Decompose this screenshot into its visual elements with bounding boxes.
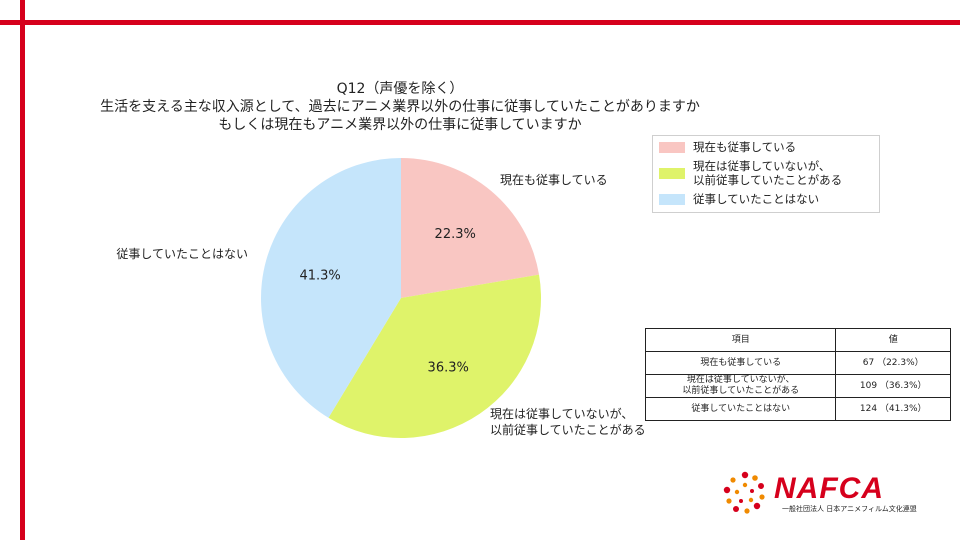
table-header-cell: 値 [835,328,951,352]
legend-swatch [659,167,685,179]
title-line-1: Q12（声優を除く） [336,81,464,97]
table-row: 現在は従事していないが、 以前従事していたことがある 109 （36.3%） [644,374,951,398]
table-cell: 124 （41.3%） [835,397,951,421]
slice-percent-label: 36.3% [428,360,469,375]
logo-wordmark: NAFCA [774,472,884,505]
table-header-row: 項目 値 [644,328,951,352]
table-row: 現在も従事している 67 （22.3%） [644,351,951,375]
legend-label: 従事していたことはない [693,192,820,206]
legend-item: 現在も従事している [659,140,873,154]
legend-swatch [659,141,685,153]
legend-label: 現在も従事している [693,140,797,154]
table-cell: 現在は従事していないが、 以前従事していたことがある [644,374,837,398]
legend-item: 現在は従事していないが、 以前従事していたことがある [659,159,873,187]
table-cell: 従事していたことはない [644,397,837,421]
nafca-logo: NAFCA 一般社団法人 日本アニメフィルム文化連盟 [722,470,922,516]
table-cell: 67 （22.3%） [835,351,951,375]
title-line-2: 生活を支える主な収入源として、過去にアニメ業界以外の仕事に従事していたことがあり… [100,99,700,115]
slice-percent-label: 22.3% [435,227,476,242]
table-row: 従事していたことはない 124 （41.3%） [644,397,951,421]
table-header-cell: 項目 [644,328,837,352]
data-table: 項目 値 現在も従事している 67 （22.3%） 現在は従事していないが、 以… [644,328,951,421]
pie-slice [401,158,540,298]
frame-top-bar [0,20,960,25]
legend-swatch [659,193,685,205]
logo-dots-icon [723,471,765,514]
pie-slice [260,158,401,418]
slice-category-label: 現在は従事していないが、以前従事していたことがある [490,406,646,437]
title-line-3: もしくは現在もアニメ業界以外の仕事に従事していますか [218,117,582,133]
pie-slice [328,274,541,439]
slice-category-label: 現在も従事している [500,173,608,187]
legend-item: 従事していたことはない [659,192,873,206]
slice-percent-label: 41.3% [299,268,340,283]
chart-title: Q12（声優を除く） 生活を支える主な収入源として、過去にアニメ業界以外の仕事に… [30,80,770,134]
slice-category-label: 従事していたことはない [116,247,248,261]
logo-subtitle: 一般社団法人 日本アニメフィルム文化連盟 [782,505,917,513]
frame-left-bar [20,0,25,540]
table-cell: 109 （36.3%） [835,374,951,398]
table-cell: 現在も従事している [644,351,837,375]
legend-label: 現在は従事していないが、 以前従事していたことがある [693,159,843,187]
chart-legend: 現在も従事している 現在は従事していないが、 以前従事していたことがある 従事し… [652,135,880,213]
